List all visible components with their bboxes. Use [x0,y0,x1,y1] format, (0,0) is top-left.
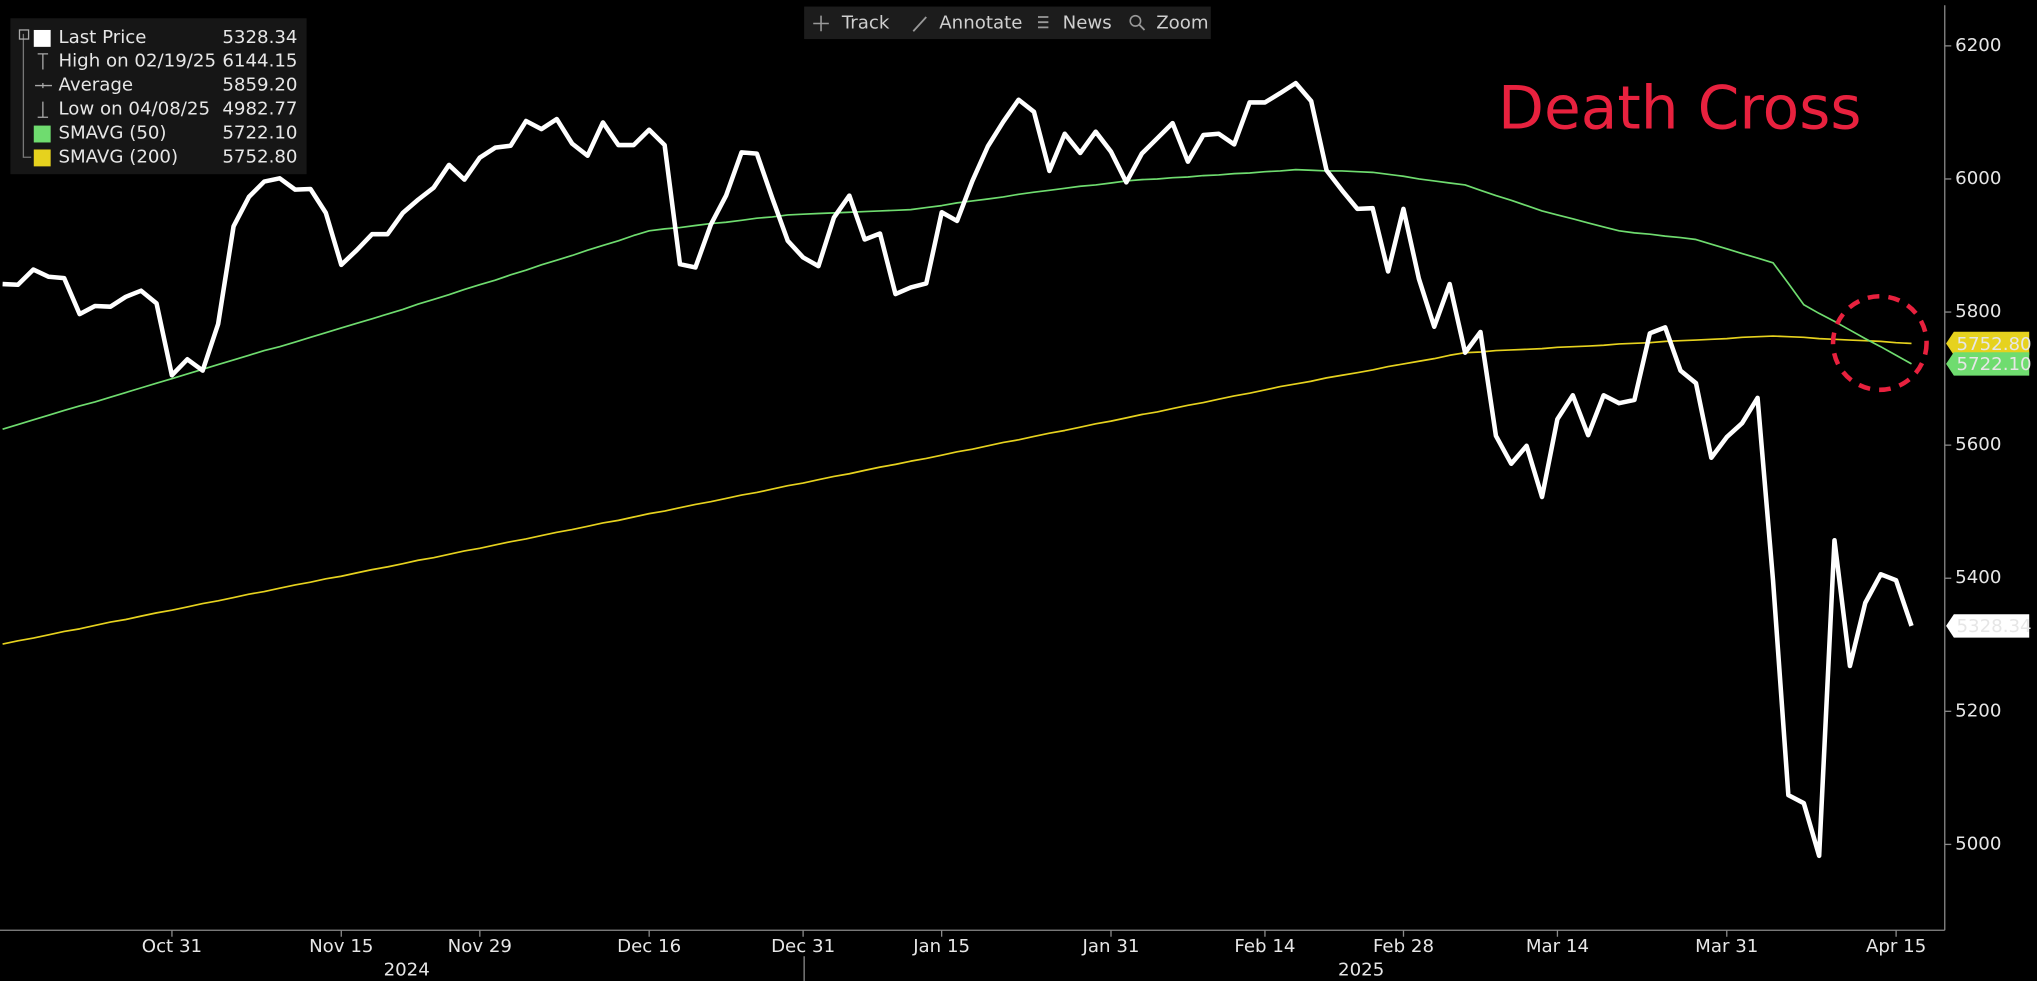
x-tick-label: Dec 16 [617,936,681,957]
legend-value: 5722.10 [222,122,297,143]
legend-value: 5328.34 [222,27,297,48]
legend-label: Low on 04/08/25 [58,98,210,119]
x-tick-label: Oct 31 [142,936,202,957]
price-tag [1946,331,2030,356]
zoom-icon-handle [1138,24,1146,31]
toolbar-label[interactable]: Annotate [939,12,1022,33]
x-tick-label: Feb 14 [1234,936,1295,957]
legend-label: SMAVG (200) [58,146,178,167]
x-tick-label: Dec 31 [771,936,835,957]
year-label: 2024 [384,960,430,981]
x-tick-label: Feb 28 [1373,936,1434,957]
news-button[interactable]: News [1037,12,1112,33]
y-tick-label: 5600 [1955,434,2001,455]
legend: Last Price 5328.34 High on 02/19/25 6144.15… [10,18,307,175]
legend-swatch [33,29,51,47]
news-icon [1037,16,1049,29]
x-tick-label: Jan 15 [912,936,970,957]
x-tick-label: Nov 29 [448,936,512,957]
price-tag-label: 5722.10 [1956,354,2031,375]
zoom-icon [1129,14,1142,27]
toolbar-bg [804,6,1211,40]
x-tick-label: Mar 31 [1695,936,1758,957]
y-tick-label: 5000 [1955,833,2001,854]
y-tick-label: 6000 [1955,168,2001,189]
annotate-button[interactable]: Annotate [912,12,1022,33]
series-line [2,335,1912,645]
x-tick-label: Nov 15 [309,936,373,957]
death-cross-circle [1830,294,1929,393]
legend-swatch [33,125,51,143]
legend-label: SMAVG (50) [58,122,166,143]
toolbar: Track Annotate News Zoom [804,6,1211,40]
price-tag [1946,352,2030,376]
price-tag-label: 5328.34 [1956,616,2031,637]
legend-swatch [33,149,51,167]
annotate-icon [912,16,927,32]
legend-value: 5859.20 [222,75,297,96]
legend-value: 5752.80 [222,146,297,167]
legend-tree [22,33,32,158]
legend-bg [10,18,307,175]
annotation: Death Cross [1498,74,1861,143]
legend-collapse [18,29,30,40]
track-button[interactable]: Track [813,12,890,33]
toolbar-label[interactable]: Track [841,12,890,33]
legend-label: High on 02/19/25 [58,51,216,72]
y-tick-label: 5800 [1955,301,2001,322]
legend-icon [37,101,49,118]
x-tick-label: Apr 15 [1866,936,1926,957]
zoom-button[interactable]: Zoom [1129,12,1209,33]
plot-area [2,80,1914,859]
legend-label: Average [58,75,133,96]
legend-label: Last Price [58,27,146,48]
legend-icon [35,82,52,89]
y-tick-label: 5400 [1955,567,2001,588]
series-line [2,80,1914,859]
toolbar-label[interactable]: Zoom [1156,12,1208,33]
legend-value: 6144.15 [222,51,297,72]
price-tag-label: 5752.80 [1956,334,2031,355]
series-line [2,168,1912,430]
y-tick-label: 5200 [1955,700,2001,721]
y-tick-label: 6200 [1955,35,2001,56]
x-tick-label: Jan 31 [1082,936,1140,957]
track-icon [813,15,829,32]
legend-value: 4982.77 [222,98,297,119]
x-tick-label: Mar 14 [1526,936,1589,957]
legend-icon [37,53,49,70]
price-tag [1946,614,2030,638]
year-label: 2025 [1338,960,1384,981]
toolbar-label[interactable]: News [1063,12,1112,33]
